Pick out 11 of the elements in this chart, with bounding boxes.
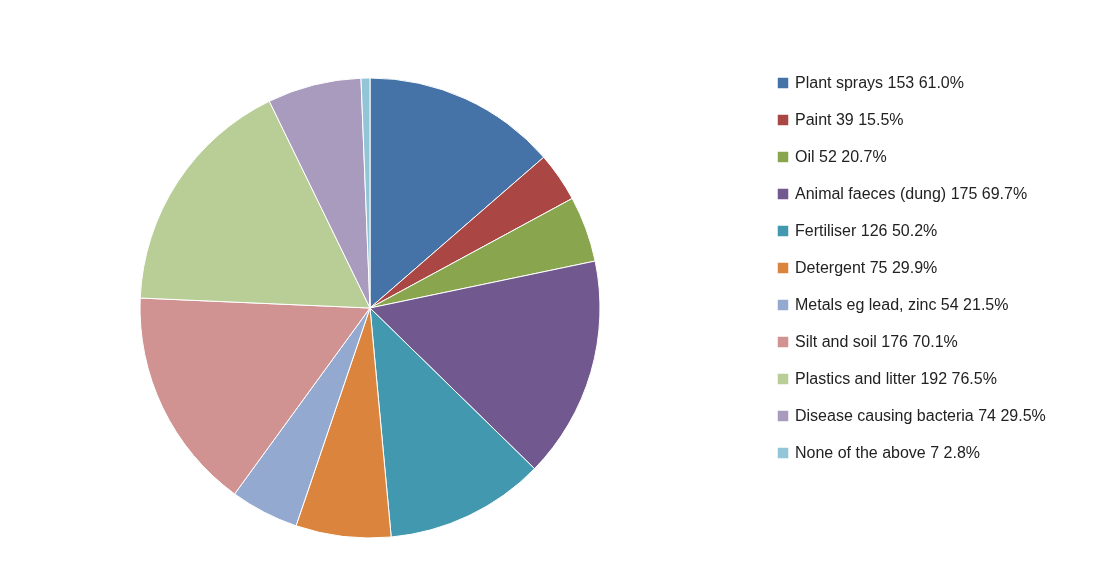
legend-label: Plant sprays 153 61.0% (795, 74, 964, 91)
legend-label: Oil 52 20.7% (795, 148, 887, 165)
legend-label: Animal faeces (dung) 175 69.7% (795, 185, 1028, 202)
legend-label: Disease causing bacteria 74 29.5% (795, 407, 1046, 424)
legend-label: Detergent 75 29.9% (795, 259, 938, 276)
legend-label: Silt and soil 176 70.1% (795, 333, 958, 350)
legend-label: Fertiliser 126 50.2% (795, 222, 938, 239)
legend-label: Paint 39 15.5% (795, 111, 904, 128)
legend-label: Plastics and litter 192 76.5% (795, 370, 997, 387)
legend-label: None of the above 7 2.8% (795, 444, 981, 461)
legend-label: Metals eg lead, zinc 54 21.5% (795, 296, 1009, 313)
